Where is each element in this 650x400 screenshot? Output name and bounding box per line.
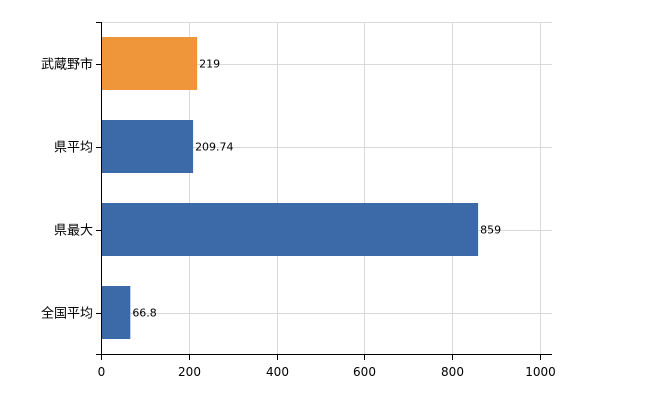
bar: [101, 203, 479, 256]
category-label: 武蔵野市: [41, 57, 93, 73]
x-tick-label: 400: [266, 365, 289, 379]
x-tick-label: 200: [178, 365, 201, 379]
category-label: 県平均: [54, 141, 93, 156]
category-label: 県最大: [54, 224, 93, 239]
bars: [101, 37, 479, 339]
data-label: 209.74: [195, 141, 234, 154]
x-tick-label: 600: [353, 365, 376, 379]
data-label: 859: [480, 224, 501, 237]
x-tick-label: 1000: [525, 365, 556, 379]
axes: [96, 22, 552, 360]
bar: [101, 286, 131, 339]
bar: [101, 120, 194, 173]
bar: [101, 37, 198, 90]
data-label: 66.8: [132, 307, 157, 320]
data-label: 219: [199, 58, 220, 71]
category-label: 全国平均: [41, 306, 93, 322]
x-tick-label: 800: [441, 365, 464, 379]
x-tick-label: 0: [98, 365, 106, 379]
